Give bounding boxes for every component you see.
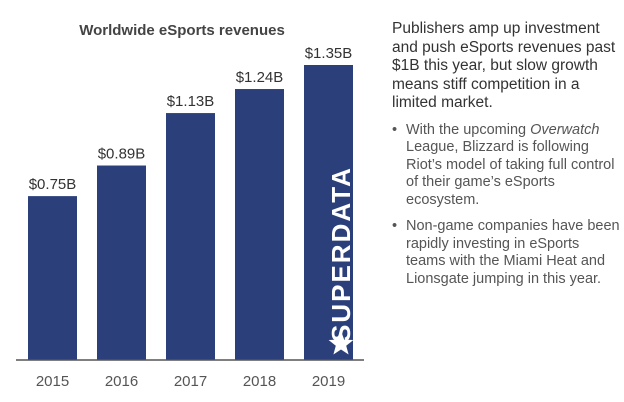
value-label-2016: $0.89B [98,146,146,163]
revenue-bar-chart: Worldwide eSports revenues $0.75B $0.89B $… [16,22,364,390]
value-label-2017: $1.13B [167,93,215,110]
bullet-item: • With the upcoming Overwatch League, Bl… [392,122,620,210]
tick-label-2017: 2017 [174,373,207,390]
star-icon [328,331,354,355]
bullet-text-pre: Non-game companies have been rapidly inv… [406,218,620,287]
superdata-watermark: SUPERDATA [326,166,356,355]
tick-label-2019: 2019 [312,373,345,390]
bar-2018 [235,89,284,360]
sidebar-headline: Publishers amp up investment and push eS… [392,20,616,111]
value-label-2015: $0.75B [29,176,77,193]
bar-2019 [304,65,353,360]
bullet-text-pre: With the upcoming [406,121,531,138]
bullet-list: • With the upcoming Overwatch League, Bl… [392,122,620,289]
bar-2015 [28,196,77,360]
bullet-symbol: • [392,121,398,138]
bullet-symbol: • [392,218,398,234]
value-label-2018: $1.24B [236,69,284,86]
bar-2016 [97,165,146,360]
tick-label-2015: 2015 [36,373,69,390]
watermark-text: SUPERDATA [326,166,356,342]
tick-label-2018: 2018 [243,373,276,390]
bullet-text-post: League, Blizzard is following Riot’s mod… [406,139,615,208]
value-label-2019: $1.35B [305,45,353,62]
bullet-item: • Non-game companies have been rapidly i… [392,218,620,288]
sidebar-commentary: Publishers amp up investment and push eS… [392,20,620,297]
chart-title: Worldwide eSports revenues [79,22,285,39]
bar-2017 [166,113,215,361]
tick-label-2016: 2016 [105,373,138,390]
bullet-text-italic: Overwatch [530,121,600,138]
